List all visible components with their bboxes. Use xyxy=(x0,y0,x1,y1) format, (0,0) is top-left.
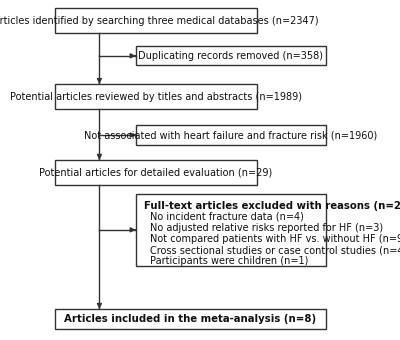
FancyBboxPatch shape xyxy=(55,160,257,185)
FancyBboxPatch shape xyxy=(55,84,257,109)
FancyBboxPatch shape xyxy=(55,8,257,33)
Text: No incident fracture data (n=4): No incident fracture data (n=4) xyxy=(150,212,304,222)
Text: Cross sectional studies or case control studies (n=4): Cross sectional studies or case control … xyxy=(150,245,400,255)
Text: Articles identified by searching three medical databases (n=2347): Articles identified by searching three m… xyxy=(0,16,319,26)
FancyBboxPatch shape xyxy=(55,309,326,329)
Text: Participants were children (n=1): Participants were children (n=1) xyxy=(150,256,308,266)
Text: Potential articles reviewed by titles and abstracts (n=1989): Potential articles reviewed by titles an… xyxy=(10,92,302,102)
Text: Not compared patients with HF vs. without HF (n=9): Not compared patients with HF vs. withou… xyxy=(150,234,400,244)
FancyBboxPatch shape xyxy=(136,125,326,145)
Text: Not associated with heart failure and fracture risk (n=1960): Not associated with heart failure and fr… xyxy=(84,130,377,140)
Text: Full-text articles excluded with reasons (n=21): Full-text articles excluded with reasons… xyxy=(144,201,400,211)
Text: Potential articles for detailed evaluation (n=29): Potential articles for detailed evaluati… xyxy=(39,168,272,177)
FancyBboxPatch shape xyxy=(136,193,326,266)
Text: No adjusted relative risks reported for HF (n=3): No adjusted relative risks reported for … xyxy=(150,223,383,233)
Text: Articles included in the meta-analysis (n=8): Articles included in the meta-analysis (… xyxy=(64,314,316,324)
Text: Duplicating records removed (n=358): Duplicating records removed (n=358) xyxy=(138,51,323,61)
FancyBboxPatch shape xyxy=(136,46,326,66)
